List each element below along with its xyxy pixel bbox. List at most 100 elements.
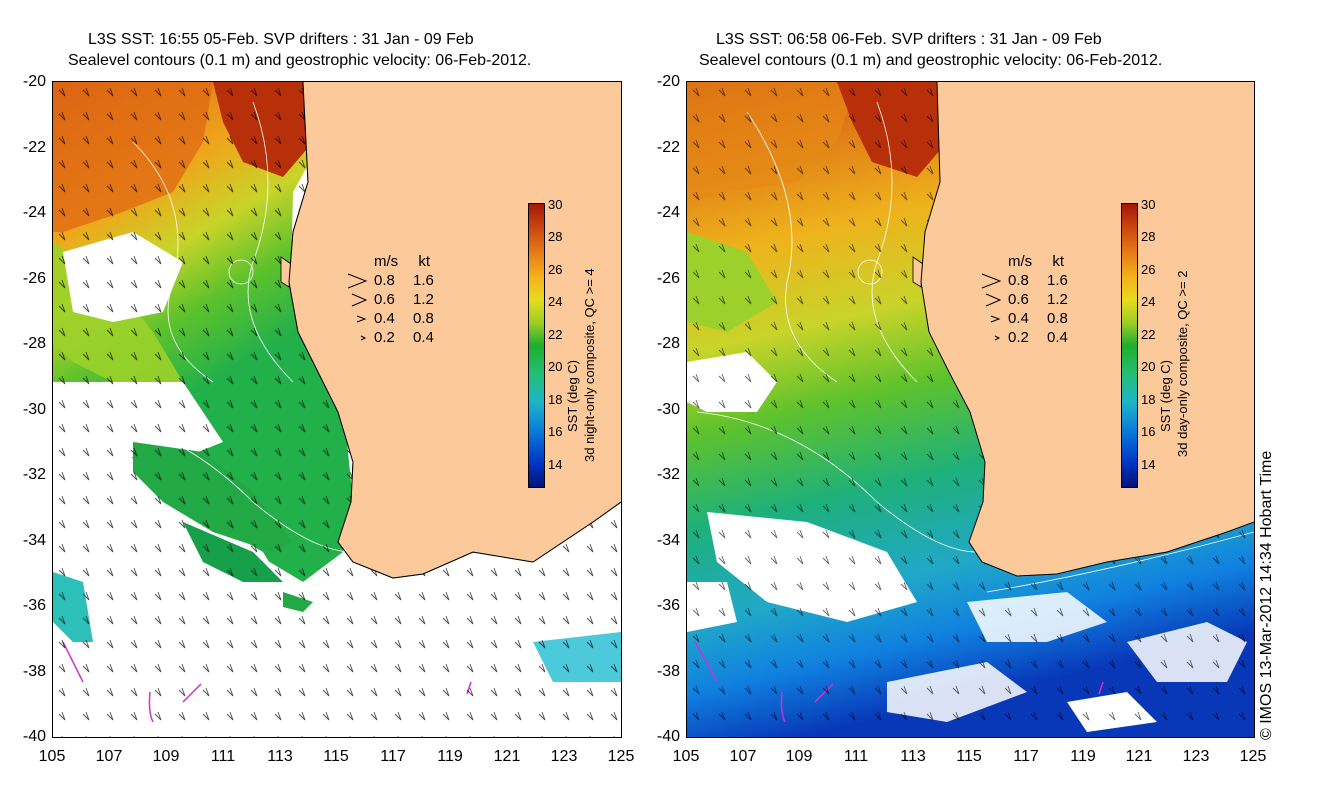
map-right bbox=[686, 81, 1255, 738]
x-tick-label: 125 bbox=[1239, 748, 1267, 765]
y-tick-label: -34 bbox=[22, 532, 46, 549]
y-tick-label: -28 bbox=[656, 335, 680, 352]
colorbar-tick: 20 bbox=[548, 359, 563, 374]
x-tick-label: 111 bbox=[843, 748, 869, 765]
legend-unit-kt: kt bbox=[1052, 253, 1065, 270]
legend-unit-kt: kt bbox=[418, 253, 431, 270]
panel-title-line1: L3S SST: 16:55 05-Feb. SVP drifters : 31… bbox=[88, 31, 474, 48]
x-tick-label: 121 bbox=[1125, 748, 1153, 765]
legend-speed-kt: 0.8 bbox=[1047, 310, 1068, 327]
legend-speed-kt: 0.4 bbox=[1047, 329, 1068, 346]
arrow-icon bbox=[981, 273, 1002, 289]
colorbar-sublabel: 3d day-only composite, QC >= 2 bbox=[1175, 270, 1190, 457]
legend-unit-ms: m/s bbox=[1008, 253, 1033, 270]
sst-colorbar-right bbox=[1121, 203, 1138, 488]
legend-speed-kt: 1.6 bbox=[413, 272, 434, 289]
y-tick-label: -26 bbox=[656, 270, 680, 287]
y-tick-label: -30 bbox=[656, 401, 680, 418]
arrow-icon bbox=[351, 293, 368, 307]
colorbar-tick: 28 bbox=[548, 229, 563, 244]
colorbar-tick: 30 bbox=[1141, 197, 1156, 212]
sst-map-right bbox=[687, 82, 1254, 737]
credit-text: © IMOS 13-Mar-2012 14:34 Hobart Time bbox=[1258, 450, 1275, 740]
colorbar-tick: 18 bbox=[548, 392, 563, 407]
legend-speed-ms: 0.2 bbox=[374, 329, 395, 346]
arrow-icon bbox=[360, 335, 367, 341]
x-tick-label: 117 bbox=[380, 748, 406, 765]
x-tick-label: 121 bbox=[493, 748, 521, 765]
colorbar-tick: 16 bbox=[1141, 424, 1156, 439]
y-tick-label: -34 bbox=[656, 532, 680, 549]
colorbar-tick: 28 bbox=[1141, 229, 1156, 244]
x-tick-label: 119 bbox=[1070, 748, 1096, 765]
legend-unit-ms: m/s bbox=[374, 253, 399, 270]
x-tick-label: 105 bbox=[672, 748, 700, 765]
x-tick-label: 107 bbox=[95, 748, 123, 765]
velocity-legend-left: m/s kt 0.8 1.6 0.6 1.2 0.4 0.8 0.2 0.4 bbox=[346, 252, 434, 347]
y-tick-label: -24 bbox=[22, 204, 46, 221]
arrow-icon bbox=[985, 293, 1002, 307]
colorbar-label: SST (deg C) bbox=[1158, 359, 1173, 432]
y-tick-label: -26 bbox=[22, 270, 46, 287]
colorbar-tick: 22 bbox=[548, 327, 563, 342]
y-tick-label: -30 bbox=[22, 401, 46, 418]
y-tick-label: -20 bbox=[22, 73, 46, 90]
x-tick-label: 107 bbox=[729, 748, 757, 765]
colorbar-tick: 18 bbox=[1141, 392, 1156, 407]
x-tick-label: 115 bbox=[323, 748, 349, 765]
y-tick-label: -38 bbox=[22, 663, 46, 680]
colorbar-tick: 24 bbox=[1141, 294, 1156, 309]
legend-speed-ms: 0.8 bbox=[1008, 272, 1029, 289]
legend-speed-kt: 1.6 bbox=[1047, 272, 1068, 289]
x-tick-label: 113 bbox=[900, 748, 926, 765]
x-tick-label: 105 bbox=[38, 748, 66, 765]
sst-map-left bbox=[53, 82, 621, 737]
x-tick-label: 115 bbox=[956, 748, 982, 765]
y-tick-label: -32 bbox=[656, 466, 680, 483]
arrow-icon bbox=[356, 315, 367, 323]
x-tick-label: 123 bbox=[550, 748, 578, 765]
colorbar-tick: 26 bbox=[548, 262, 563, 277]
legend-speed-ms: 0.4 bbox=[1008, 310, 1029, 327]
y-tick-label: -20 bbox=[656, 73, 680, 90]
colorbar-tick: 20 bbox=[1141, 359, 1156, 374]
arrow-icon bbox=[990, 315, 1001, 323]
y-tick-label: -40 bbox=[656, 728, 680, 745]
colorbar-tick: 14 bbox=[548, 457, 563, 472]
x-tick-label: 119 bbox=[437, 748, 463, 765]
legend-speed-kt: 0.4 bbox=[413, 329, 434, 346]
y-tick-label: -32 bbox=[22, 466, 46, 483]
panel-title-line2: Sealevel contours (0.1 m) and geostrophi… bbox=[68, 52, 532, 69]
colorbar-tick: 26 bbox=[1141, 262, 1156, 277]
legend-speed-kt: 1.2 bbox=[1047, 291, 1068, 308]
arrow-icon bbox=[347, 273, 368, 289]
colorbar-tick: 24 bbox=[548, 294, 563, 309]
x-tick-label: 109 bbox=[152, 748, 180, 765]
legend-speed-ms: 0.2 bbox=[1008, 329, 1029, 346]
legend-speed-ms: 0.8 bbox=[374, 272, 395, 289]
colorbar-sublabel: 3d night-only composite, QC >= 4 bbox=[582, 268, 597, 462]
x-tick-label: 117 bbox=[1013, 748, 1039, 765]
panel-title-line1: L3S SST: 06:58 06-Feb. SVP drifters : 31… bbox=[716, 31, 1102, 48]
arrow-icon bbox=[994, 335, 1001, 341]
legend-speed-kt: 1.2 bbox=[413, 291, 434, 308]
panel-title-line2: Sealevel contours (0.1 m) and geostrophi… bbox=[699, 52, 1163, 69]
sst-colorbar-left bbox=[528, 203, 545, 488]
y-tick-label: -22 bbox=[656, 139, 680, 156]
map-left bbox=[52, 81, 622, 738]
y-tick-label: -40 bbox=[22, 728, 46, 745]
colorbar-tick: 16 bbox=[548, 424, 563, 439]
x-tick-label: 123 bbox=[1182, 748, 1210, 765]
colorbar-tick: 22 bbox=[1141, 327, 1156, 342]
legend-speed-ms: 0.4 bbox=[374, 310, 395, 327]
y-tick-label: -38 bbox=[656, 663, 680, 680]
colorbar-tick: 14 bbox=[1141, 457, 1156, 472]
x-tick-label: 111 bbox=[210, 748, 236, 765]
x-tick-label: 109 bbox=[785, 748, 813, 765]
colorbar-tick: 30 bbox=[548, 197, 563, 212]
y-tick-label: -22 bbox=[22, 139, 46, 156]
colorbar-label: SST (deg C) bbox=[565, 359, 580, 432]
legend-speed-ms: 0.6 bbox=[374, 291, 395, 308]
legend-speed-kt: 0.8 bbox=[413, 310, 434, 327]
y-tick-label: -24 bbox=[656, 204, 680, 221]
